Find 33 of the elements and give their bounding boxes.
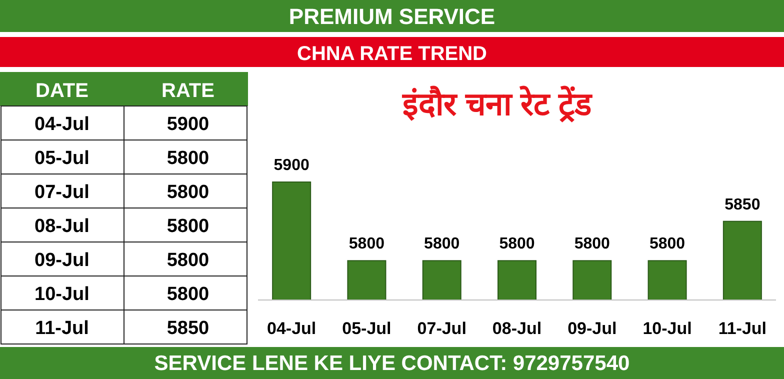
x-tick-label: 04-Jul [267,319,316,338]
text: 5850 [166,318,210,339]
text: 10-Jul [34,284,90,305]
data-label: 5800 [424,236,460,253]
text: DATE [36,80,88,102]
text: 5800 [166,284,210,305]
data-label: 5900 [274,157,310,174]
x-tick-label: 08-Jul [492,319,542,338]
data-label: 5800 [649,236,686,253]
x-tick-label: 07-Jul [417,319,466,338]
text: 5800 [166,148,210,169]
text: 5900 [166,114,210,135]
chart-subtitle: CHNA RATE TREND [297,43,487,65]
text: SERVICE LENE KE LIYE CONTACT: 9729757540 [154,352,630,375]
data-label: 5800 [499,236,535,253]
x-tick-label: 11-Jul [718,319,767,338]
text: PREMIUM SERVICE [288,4,496,29]
text: RATE [162,80,214,102]
x-tick-label: 10-Jul [642,319,692,338]
text: 5800 [166,250,210,271]
chart-title: इंदौर चना रेट ट्रेंड [402,85,592,123]
x-tick-label: 05-Jul [342,319,392,338]
text: 05-Jul [34,148,90,169]
text: 09-Jul [34,250,90,271]
data-label: 5850 [724,196,760,214]
data-label: 5800 [574,236,610,253]
data-label: 5800 [348,236,385,253]
text: 5800 [166,216,210,237]
text: 5800 [166,182,210,203]
text: 08-Jul [34,216,90,237]
text: 04-Jul [34,114,90,135]
x-tick-label: 09-Jul [568,319,617,338]
text: 07-Jul [34,182,90,203]
